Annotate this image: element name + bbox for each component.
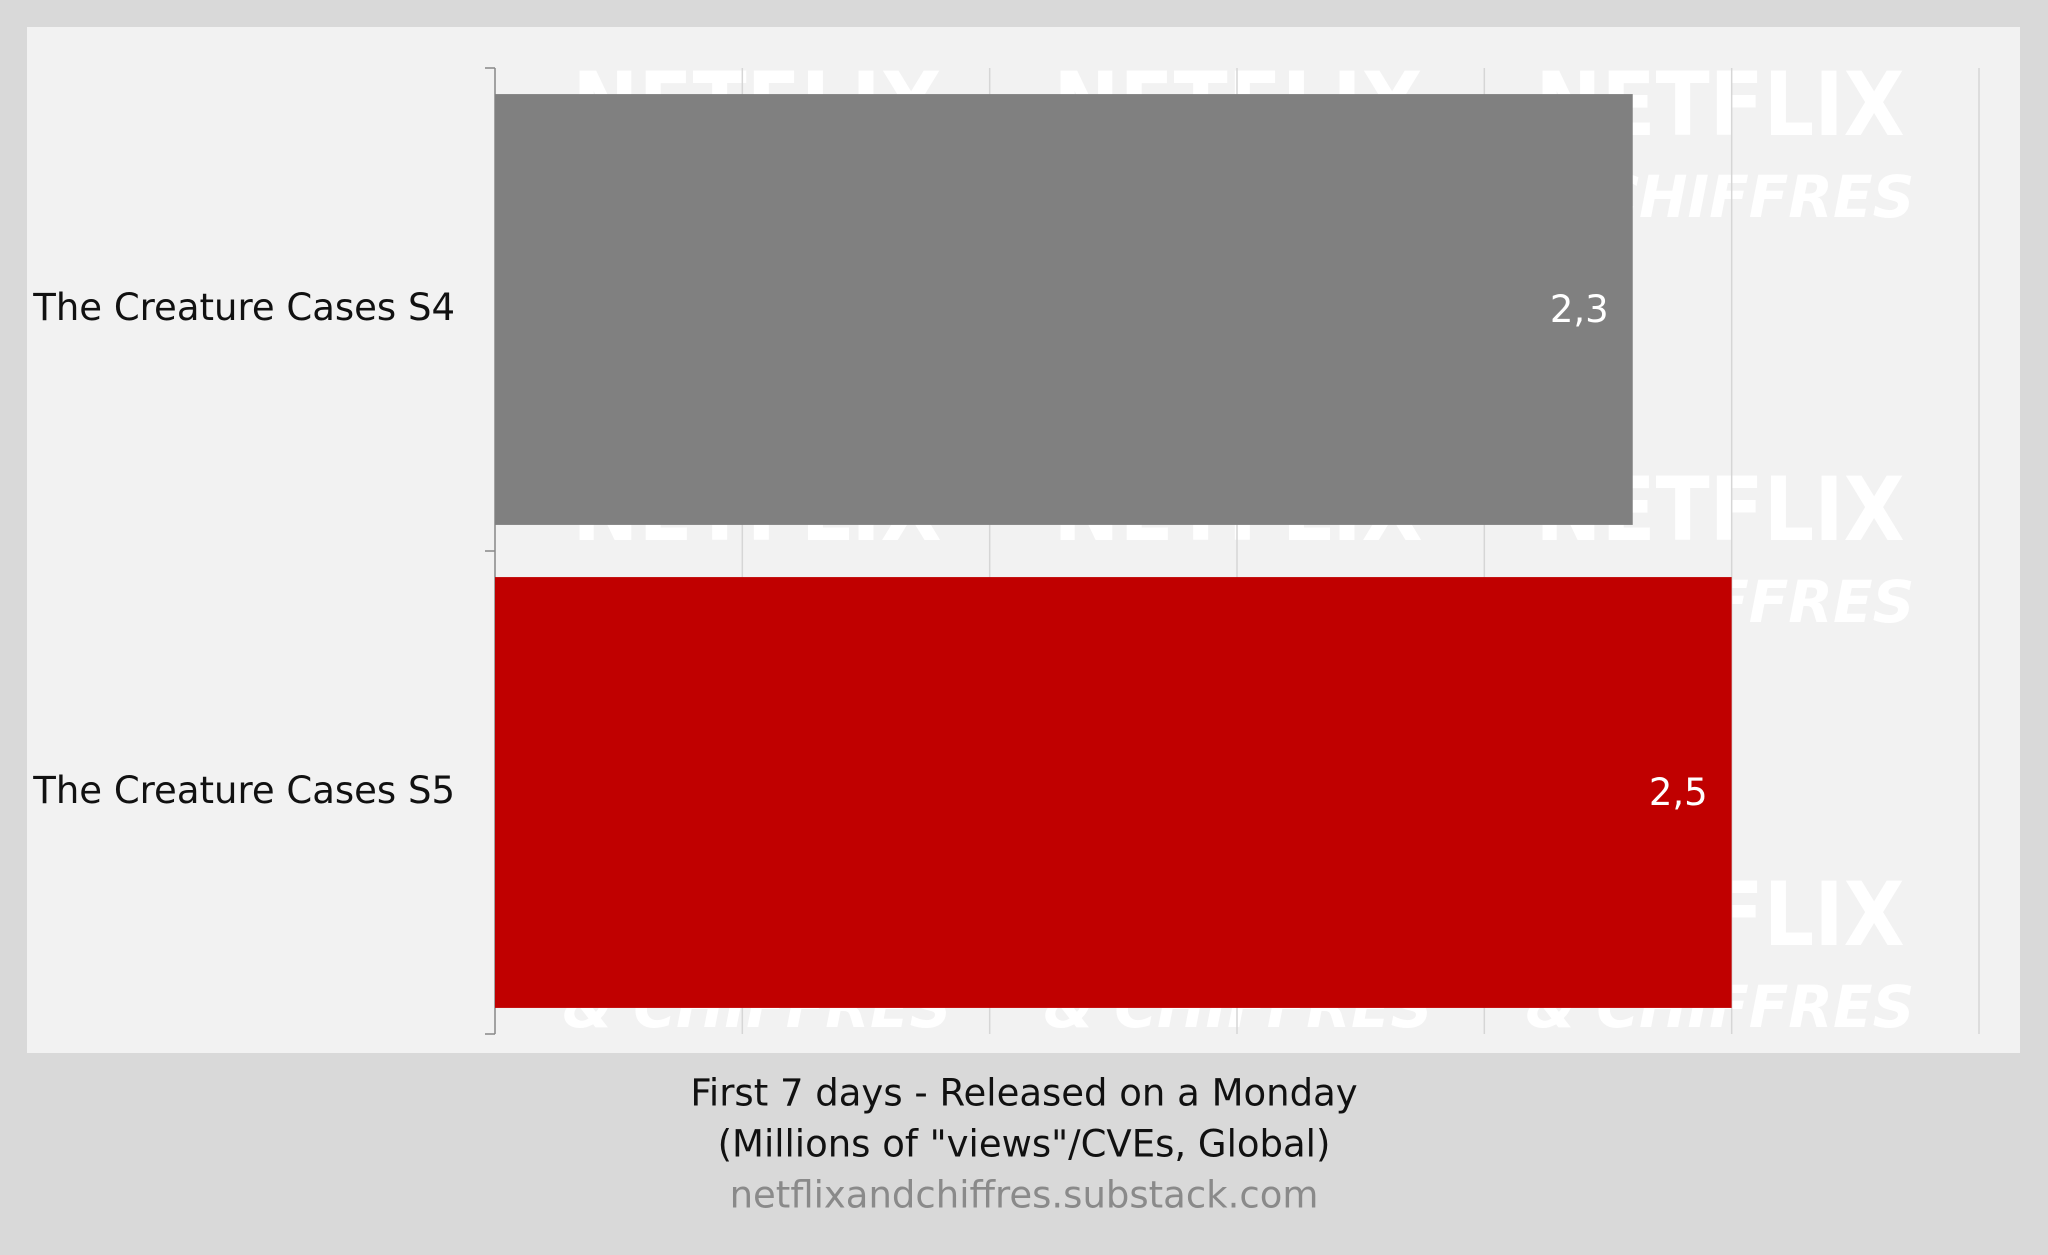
y-tick-label: The Creature Cases S5 [32,769,455,812]
x-axis-label: First 7 days - Released on a Monday [690,1072,1357,1115]
bars: 2,3 The Creature Cases S4 2,5 The Creature … [32,94,1732,1008]
bar [495,94,1633,525]
source: netflixandchiffres.substack.com [730,1174,1319,1217]
x-axis-label: (Millions of "views"/CVEs, Global) [718,1123,1331,1166]
bar [495,577,1732,1008]
value-label: 2,5 [1649,771,1708,814]
y-tick-label: The Creature Cases S4 [32,286,455,329]
value-label: 2,3 [1550,288,1609,331]
